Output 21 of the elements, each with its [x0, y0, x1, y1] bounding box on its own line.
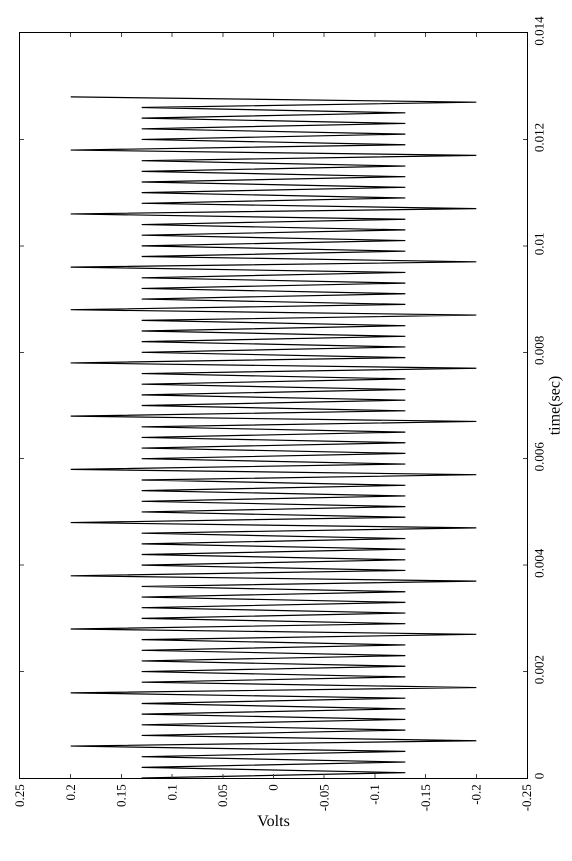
x-tick-label: -0.1 — [367, 784, 382, 805]
x-tick-label: 0.1 — [164, 784, 180, 800]
y-tick-label: 0.01 — [532, 232, 547, 256]
y-tick-label: 0.002 — [532, 654, 547, 684]
y-tick-label: 0.014 — [532, 16, 547, 46]
x-tick-label: -0.05 — [316, 784, 332, 812]
x-tick-label: 0.05 — [215, 784, 230, 807]
x-tick-label: -0.25 — [519, 784, 534, 812]
x-tick-label: 0.25 — [12, 784, 28, 807]
x-tick-label: 0.15 — [114, 784, 129, 807]
x-tick-label: -0.15 — [418, 784, 433, 812]
x-tick-label: -0.2 — [468, 784, 484, 805]
y-tick-label: 0.008 — [532, 336, 547, 365]
x-tick-label: 0 — [266, 784, 281, 791]
y-tick-label: 0.012 — [532, 122, 547, 152]
y-tick-label: 0.004 — [532, 548, 547, 578]
y-tick-label: 0.006 — [532, 442, 547, 472]
x-tick-label: 0.2 — [62, 784, 78, 800]
x-axis-title: Volts — [257, 812, 290, 830]
y-axis-title: time(sec) — [546, 376, 564, 436]
y-tick-label: 0 — [532, 772, 547, 780]
